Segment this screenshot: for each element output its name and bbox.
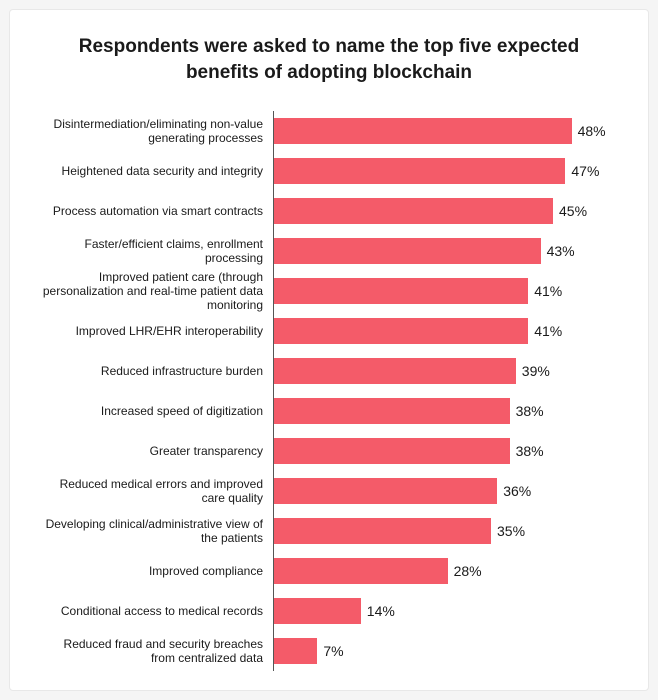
chart-row: Heightened data security and integrity47…	[38, 151, 620, 191]
bar: 41%	[274, 278, 528, 304]
bar: 41%	[274, 318, 528, 344]
chart-body: Disintermediation/eliminating non-value …	[38, 111, 620, 671]
bar: 47%	[274, 158, 565, 184]
bar-area: 28%	[273, 551, 620, 591]
bar: 7%	[274, 638, 317, 664]
chart-row: Reduced infrastructure burden39%	[38, 351, 620, 391]
chart-card: Respondents were asked to name the top f…	[9, 9, 649, 691]
chart-row: Increased speed of digitization38%	[38, 391, 620, 431]
bar-area: 41%	[273, 271, 620, 311]
chart-row: Reduced fraud and security breaches from…	[38, 631, 620, 671]
bar: 28%	[274, 558, 448, 584]
bar-value: 38%	[510, 443, 544, 459]
bar-value: 36%	[497, 483, 531, 499]
bar-value: 14%	[361, 603, 395, 619]
row-label: Reduced infrastructure burden	[38, 364, 273, 378]
bar-area: 47%	[273, 151, 620, 191]
row-label: Reduced medical errors and improved care…	[38, 477, 273, 506]
row-label: Greater transparency	[38, 444, 273, 458]
bar-value: 7%	[317, 643, 343, 659]
chart-row: Reduced medical errors and improved care…	[38, 471, 620, 511]
bar: 35%	[274, 518, 491, 544]
row-label: Faster/efficient claims, enrollment proc…	[38, 237, 273, 266]
row-label: Developing clinical/administrative view …	[38, 517, 273, 546]
bar-area: 45%	[273, 191, 620, 231]
row-label: Improved LHR/EHR interoperability	[38, 324, 273, 338]
bar-area: 41%	[273, 311, 620, 351]
bar-value: 28%	[448, 563, 482, 579]
bar-area: 48%	[273, 111, 620, 151]
bar-value: 43%	[541, 243, 575, 259]
bar: 38%	[274, 398, 510, 424]
chart-row: Improved LHR/EHR interoperability41%	[38, 311, 620, 351]
bar: 38%	[274, 438, 510, 464]
bar-area: 36%	[273, 471, 620, 511]
chart-row: Faster/efficient claims, enrollment proc…	[38, 231, 620, 271]
bar-value: 41%	[528, 323, 562, 339]
row-label: Heightened data security and integrity	[38, 164, 273, 178]
chart-row: Developing clinical/administrative view …	[38, 511, 620, 551]
bar-area: 38%	[273, 391, 620, 431]
bar: 45%	[274, 198, 553, 224]
chart-title: Respondents were asked to name the top f…	[38, 34, 620, 85]
bar-value: 39%	[516, 363, 550, 379]
chart-row: Disintermediation/eliminating non-value …	[38, 111, 620, 151]
row-label: Increased speed of digitization	[38, 404, 273, 418]
chart-row: Process automation via smart contracts45…	[38, 191, 620, 231]
row-label: Disintermediation/eliminating non-value …	[38, 117, 273, 146]
bar-area: 14%	[273, 591, 620, 631]
row-label: Conditional access to medical records	[38, 604, 273, 618]
chart-row: Conditional access to medical records14%	[38, 591, 620, 631]
row-label: Process automation via smart contracts	[38, 204, 273, 218]
row-label: Improved compliance	[38, 564, 273, 578]
bar-area: 38%	[273, 431, 620, 471]
bar-value: 48%	[572, 123, 606, 139]
row-label: Reduced fraud and security breaches from…	[38, 637, 273, 666]
bar-area: 43%	[273, 231, 620, 271]
bar-area: 7%	[273, 631, 620, 671]
bar: 48%	[274, 118, 572, 144]
chart-row: Improved compliance28%	[38, 551, 620, 591]
bar-value: 45%	[553, 203, 587, 219]
bar-area: 35%	[273, 511, 620, 551]
bar: 39%	[274, 358, 516, 384]
bar-value: 41%	[528, 283, 562, 299]
row-label: Improved patient care (through personali…	[38, 270, 273, 313]
bar: 14%	[274, 598, 361, 624]
bar-value: 47%	[565, 163, 599, 179]
bar-value: 35%	[491, 523, 525, 539]
bar: 36%	[274, 478, 497, 504]
bar-area: 39%	[273, 351, 620, 391]
chart-row: Improved patient care (through personali…	[38, 271, 620, 311]
bar: 43%	[274, 238, 541, 264]
bar-value: 38%	[510, 403, 544, 419]
chart-row: Greater transparency38%	[38, 431, 620, 471]
